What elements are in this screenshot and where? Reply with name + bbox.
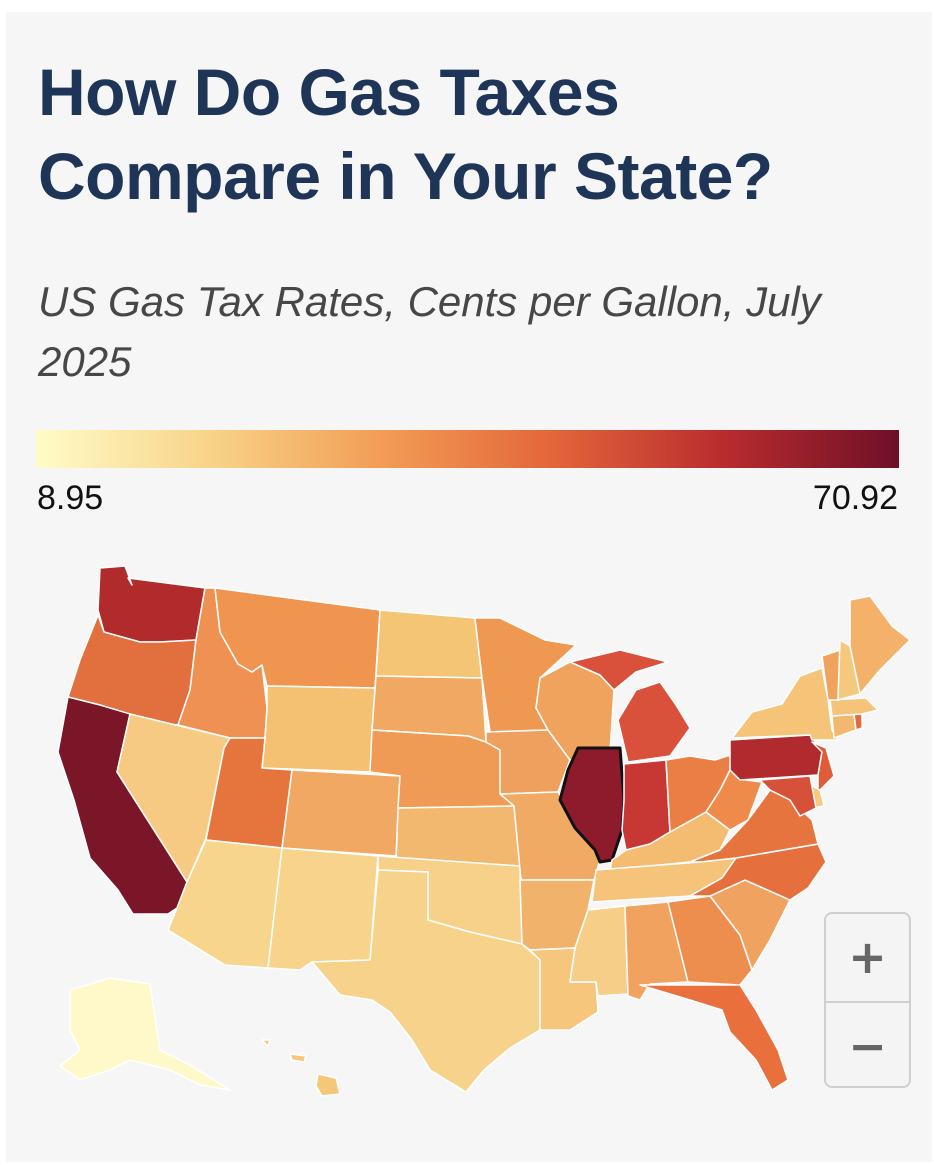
page-title: How Do Gas Taxes Compare in Your State? (38, 55, 773, 213)
page-subtitle: US Gas Tax Rates, Cents per Gallon, July… (38, 278, 821, 385)
state-ny[interactable] (731, 667, 839, 741)
state-tx[interactable] (311, 869, 541, 1093)
state-me[interactable] (849, 595, 911, 695)
state-ri[interactable] (853, 713, 863, 731)
legend-min-label: 8.95 (37, 479, 104, 517)
state-ak[interactable] (59, 977, 231, 1091)
state-hi[interactable] (261, 1039, 341, 1097)
zoom-control: + − (824, 912, 911, 1088)
zoom-out-button[interactable]: − (826, 1001, 909, 1089)
state-md[interactable] (759, 775, 817, 817)
state-co[interactable] (281, 769, 401, 857)
state-ks[interactable] (395, 805, 521, 867)
legend-max-label: 70.92 (812, 479, 898, 517)
state-shapes (57, 565, 911, 1097)
state-pa[interactable] (729, 734, 823, 781)
zoom-in-button[interactable]: + (848, 930, 887, 984)
color-legend-bar (36, 430, 899, 468)
state-ma[interactable] (829, 697, 879, 717)
state-nd[interactable] (375, 609, 483, 679)
us-map[interactable] (0, 540, 934, 1140)
state-nc[interactable] (689, 843, 827, 901)
state-wa[interactable] (97, 565, 206, 643)
state-il[interactable] (558, 746, 626, 864)
state-nm[interactable] (267, 847, 379, 971)
state-mi[interactable] (569, 649, 691, 763)
state-wy[interactable] (261, 685, 376, 773)
state-ct[interactable] (831, 713, 857, 739)
state-fl[interactable] (639, 984, 789, 1091)
